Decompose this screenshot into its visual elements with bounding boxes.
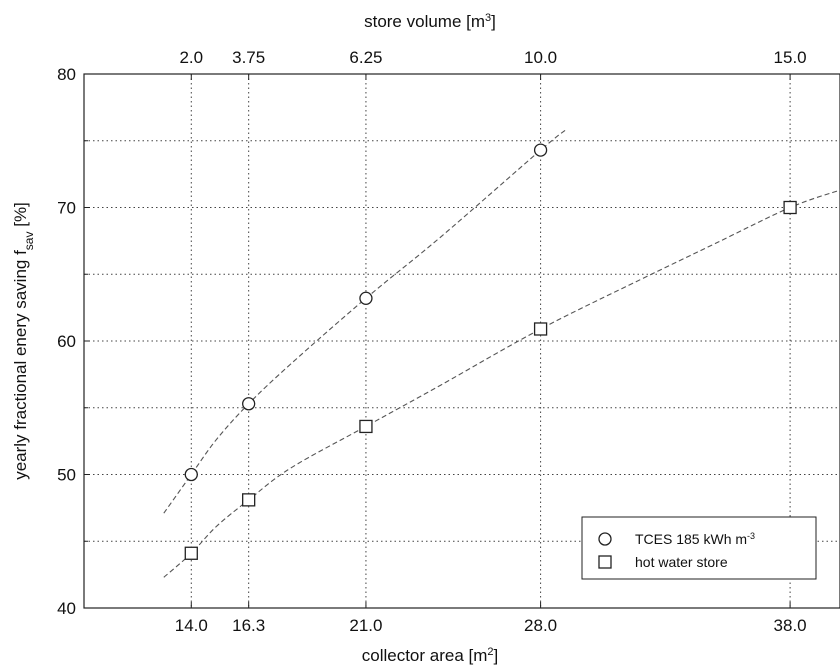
x-tick-label: 16.3: [232, 616, 265, 635]
data-point-square: [359, 419, 373, 434]
data-point-square: [533, 322, 548, 336]
legend-circle-marker: [598, 532, 612, 546]
y-tick-label: 80: [57, 65, 76, 84]
fit-curves: [163, 129, 840, 578]
data-point-circle: [359, 291, 373, 305]
x2-tick-label: 10.0: [524, 48, 557, 67]
data-point-square: [184, 546, 198, 560]
fit-curve-series-1: [163, 189, 840, 578]
y-tick-label: 40: [57, 599, 76, 618]
x-tick-label: 28.0: [524, 616, 557, 635]
x2-axis-title: store volume [m3]: [364, 12, 496, 31]
data-point-circle: [242, 397, 256, 411]
x-tick-label: 38.0: [774, 616, 807, 635]
y-tick-label: 70: [57, 199, 76, 218]
x-tick-label: 14.0: [175, 616, 208, 635]
x2-tick-label: 15.0: [774, 48, 807, 67]
x2-tick-label: 6.25: [349, 48, 382, 67]
data-point-circle: [184, 467, 198, 482]
x2-tick-label: 3.75: [232, 48, 265, 67]
data-markers: [184, 143, 797, 560]
data-point-square: [783, 200, 797, 215]
legend-label-hot-water: hot water store: [635, 554, 728, 570]
y-tick-label: 50: [57, 466, 76, 485]
y-axis-title: yearly fractional enery saving fsav [%]: [11, 202, 36, 480]
x2-tick-label: 2.0: [179, 48, 203, 67]
axis-ticks: 14.0 2.0 16.3 3.75 21.0 6.25 28.0 10.0 38.0 15.0 4…: [57, 48, 807, 635]
y-tick-label: 60: [57, 332, 76, 351]
legend-label-tces: TCES 185 kWh m-3: [635, 531, 755, 547]
fit-curve-series-0: [163, 129, 566, 514]
legend-square-marker: [598, 555, 612, 569]
x-axis-title: collector area [m2]: [362, 646, 499, 665]
grid: [84, 74, 840, 608]
legend-box: [581, 516, 817, 580]
legend: TCES 185 kWh m-3 hot water store: [581, 516, 817, 580]
x-tick-label: 21.0: [349, 616, 382, 635]
data-point-circle: [533, 143, 548, 157]
data-point-square: [242, 493, 256, 507]
